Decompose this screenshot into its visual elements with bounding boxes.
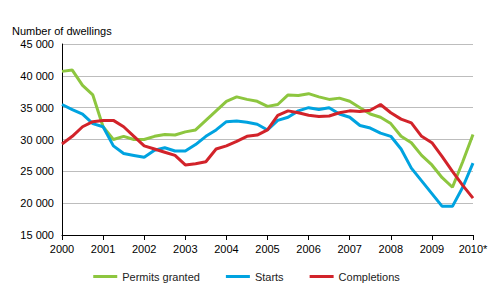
svg-text:2006: 2006 [296, 243, 320, 255]
svg-text:2001: 2001 [91, 243, 115, 255]
svg-text:2010*: 2010* [459, 243, 488, 255]
svg-text:30 000: 30 000 [20, 134, 54, 146]
svg-text:2000: 2000 [50, 243, 74, 255]
svg-text:Permits granted: Permits granted [122, 271, 200, 283]
svg-text:35 000: 35 000 [20, 102, 54, 114]
svg-text:Starts: Starts [255, 271, 284, 283]
svg-text:2003: 2003 [173, 243, 197, 255]
svg-text:2007: 2007 [337, 243, 361, 255]
svg-text:2009: 2009 [420, 243, 444, 255]
svg-text:2008: 2008 [379, 243, 403, 255]
svg-text:15 000: 15 000 [20, 229, 54, 241]
svg-text:25 000: 25 000 [20, 165, 54, 177]
svg-text:20 000: 20 000 [20, 197, 54, 209]
svg-text:45 000: 45 000 [20, 38, 54, 50]
svg-text:40 000: 40 000 [20, 70, 54, 82]
svg-text:2005: 2005 [255, 243, 279, 255]
svg-text:2004: 2004 [214, 243, 238, 255]
svg-text:Number of dwellings: Number of dwellings [12, 25, 112, 37]
svg-text:2002: 2002 [132, 243, 156, 255]
svg-text:Completions: Completions [339, 271, 401, 283]
